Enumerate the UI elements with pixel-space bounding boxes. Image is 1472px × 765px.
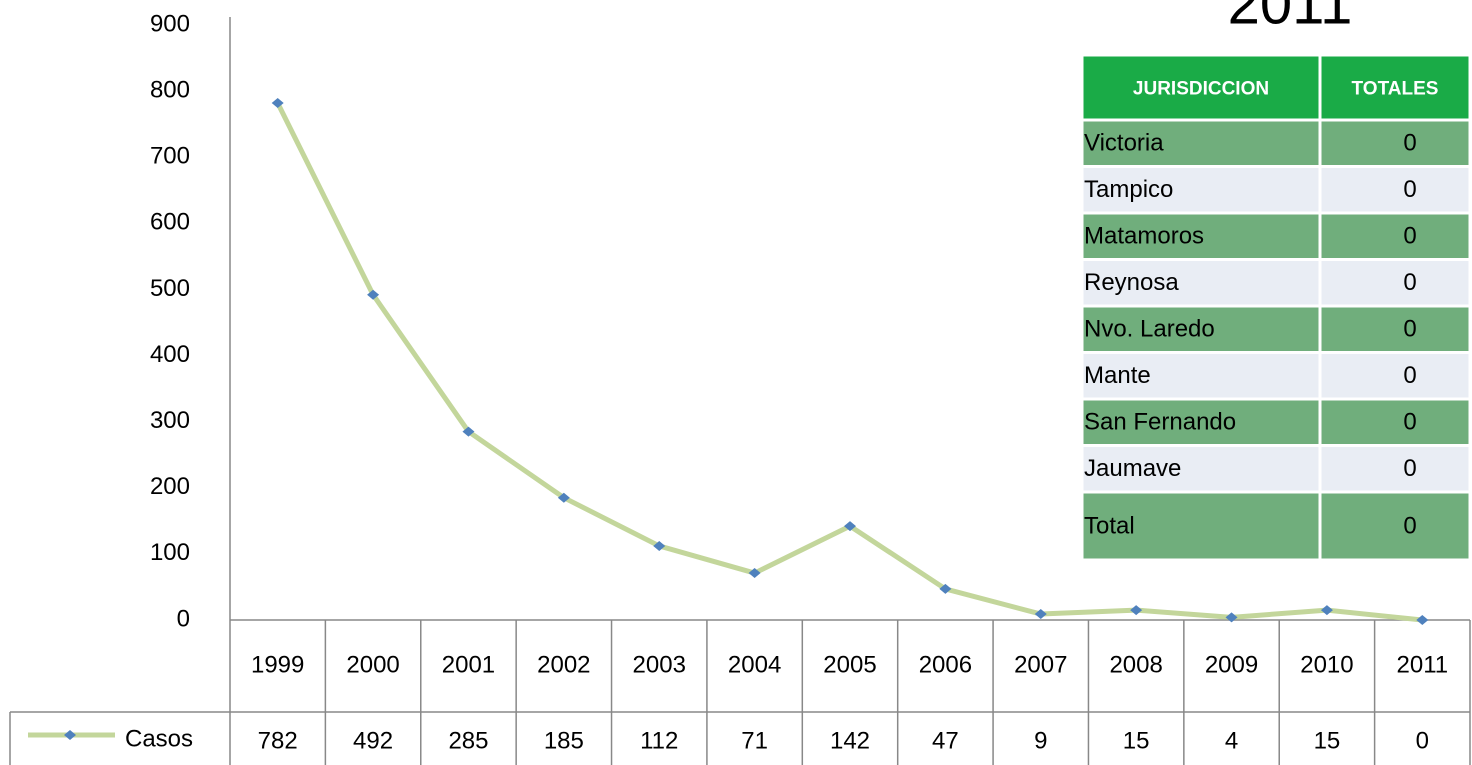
table-text: 0 xyxy=(1403,316,1416,343)
marker xyxy=(1034,609,1047,620)
marker xyxy=(1320,605,1333,616)
table-cell xyxy=(1080,397,1322,447)
marker xyxy=(844,521,856,532)
x-tick-label: 2000 xyxy=(346,651,399,678)
table-cell xyxy=(1318,444,1472,494)
data-label: 4 xyxy=(1225,727,1238,754)
marker xyxy=(557,492,570,503)
table-header: JURISDICCION xyxy=(1133,79,1269,100)
y-tick-label: 400 xyxy=(150,341,190,368)
x-tick-label: 2001 xyxy=(442,651,495,678)
table-text: 0 xyxy=(1403,409,1416,436)
table-text: 0 xyxy=(1403,269,1416,296)
table-header: TOTALES xyxy=(1352,79,1439,100)
x-tick-label: 2007 xyxy=(1014,651,1067,678)
x-tick-label: 2010 xyxy=(1300,651,1353,678)
data-label: 71 xyxy=(741,727,768,754)
table-cell xyxy=(1080,351,1322,401)
x-tick-label: 1999 xyxy=(251,651,304,678)
y-tick-label: 800 xyxy=(150,76,190,103)
marker xyxy=(462,426,475,437)
data-label: 492 xyxy=(353,727,393,754)
x-tick-label: 2002 xyxy=(537,651,590,678)
table-cell xyxy=(1318,118,1472,168)
table-header-cell xyxy=(1318,53,1472,122)
x-tick-label: 2003 xyxy=(633,651,686,678)
chart-title: 2011 xyxy=(1228,0,1353,36)
table-header-cell xyxy=(1080,53,1322,122)
table-cell xyxy=(1318,211,1472,261)
table-cell xyxy=(1318,165,1472,215)
y-tick-label: 200 xyxy=(150,473,190,500)
data-label: 112 xyxy=(640,727,678,754)
table-text: Nvo. Laredo xyxy=(1084,316,1215,343)
table-cell xyxy=(1318,258,1472,308)
data-label: 0 xyxy=(1416,727,1429,754)
x-tick-label: 2005 xyxy=(823,651,876,678)
data-label: 185 xyxy=(544,727,584,754)
table-text: 0 xyxy=(1403,130,1416,157)
y-tick-label: 600 xyxy=(150,209,190,236)
data-label: 285 xyxy=(448,727,488,754)
y-tick-label: 300 xyxy=(150,407,190,434)
table-cell xyxy=(1318,351,1472,401)
table-text: 0 xyxy=(1403,512,1416,539)
marker xyxy=(367,289,380,300)
data-label: 47 xyxy=(932,727,959,754)
y-tick-label: 900 xyxy=(150,10,190,37)
table-cell xyxy=(1318,304,1472,354)
table-text: 0 xyxy=(1403,176,1416,203)
y-tick-label: 0 xyxy=(177,605,190,632)
table-cell xyxy=(1318,397,1472,447)
table-text: 0 xyxy=(1403,223,1416,250)
marker xyxy=(939,583,952,594)
y-tick-label: 500 xyxy=(150,275,190,302)
marker xyxy=(1225,612,1238,623)
table-text: Matamoros xyxy=(1084,223,1204,250)
x-tick-label: 2008 xyxy=(1109,651,1162,678)
table-text: 0 xyxy=(1403,455,1416,482)
table-cell xyxy=(1318,490,1472,562)
data-label: 142 xyxy=(830,727,870,754)
data-label: 15 xyxy=(1314,727,1341,754)
marker xyxy=(748,568,761,579)
data-label: 15 xyxy=(1123,727,1150,754)
marker xyxy=(653,540,666,551)
table-text: San Fernando xyxy=(1084,409,1236,436)
y-tick-label: 700 xyxy=(150,143,190,170)
x-tick-label: 2006 xyxy=(919,651,972,678)
x-tick-label: 2009 xyxy=(1205,651,1258,678)
data-label: 782 xyxy=(258,727,298,754)
table-text: Total xyxy=(1084,512,1135,539)
marker xyxy=(1130,605,1143,616)
table-text: Jaumave xyxy=(1084,455,1181,482)
x-tick-label: 2011 xyxy=(1397,651,1449,678)
table-text: Victoria xyxy=(1084,130,1164,157)
marker xyxy=(1416,615,1429,625)
data-label: 9 xyxy=(1034,727,1047,754)
y-tick-label: 100 xyxy=(150,539,190,566)
x-tick-label: 2004 xyxy=(728,651,781,678)
legend-label: Casos xyxy=(125,725,193,752)
table-text: Reynosa xyxy=(1084,269,1179,296)
legend-marker xyxy=(64,730,76,740)
table-cell xyxy=(1080,490,1322,562)
table-text: Mante xyxy=(1084,362,1151,389)
table-text: 0 xyxy=(1403,362,1416,389)
table-text: Tampico xyxy=(1084,176,1173,203)
marker xyxy=(271,98,284,109)
